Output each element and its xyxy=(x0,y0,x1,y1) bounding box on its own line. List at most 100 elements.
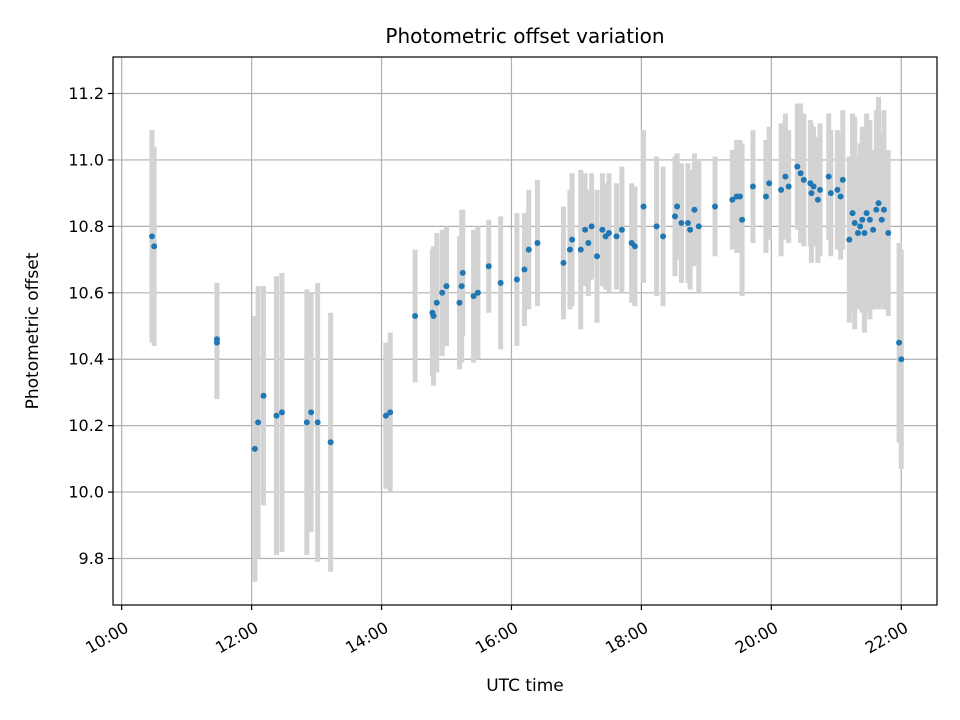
y-tick-label: 11.2 xyxy=(68,84,104,103)
y-tick-label: 10.2 xyxy=(68,416,104,435)
y-tick-label: 9.8 xyxy=(79,549,104,568)
data-point xyxy=(585,239,592,246)
data-point xyxy=(814,196,821,203)
data-point xyxy=(594,253,601,260)
x-tick-label: 10:00 xyxy=(82,618,131,658)
x-tick-label: 12:00 xyxy=(212,618,261,658)
y-tick-label: 10.8 xyxy=(68,217,104,236)
data-point xyxy=(497,279,504,286)
data-point xyxy=(870,226,877,233)
data-point xyxy=(896,339,903,346)
data-point xyxy=(443,283,450,290)
data-point xyxy=(303,419,310,426)
data-point xyxy=(653,223,660,230)
data-point xyxy=(898,356,905,363)
data-point xyxy=(839,176,846,183)
data-point xyxy=(825,173,832,180)
data-point xyxy=(560,259,567,266)
data-point xyxy=(762,193,769,200)
y-tick-label: 10.0 xyxy=(68,483,104,502)
data-point xyxy=(577,246,584,253)
y-axis-ticks: 9.8 10.0 10.2 10.4 10.6 10.8 11.0 11.2 xyxy=(68,84,113,568)
data-point xyxy=(439,289,446,296)
data-point xyxy=(412,313,419,320)
data-point xyxy=(695,223,702,230)
data-point xyxy=(618,226,625,233)
data-point xyxy=(521,266,528,273)
data-point xyxy=(678,220,685,227)
data-point xyxy=(866,216,873,223)
data-point xyxy=(255,419,262,426)
data-point xyxy=(875,200,882,207)
data-point xyxy=(671,213,678,220)
data-point xyxy=(605,230,612,237)
data-point xyxy=(430,313,437,320)
data-point xyxy=(534,239,541,246)
data-point xyxy=(631,243,638,250)
data-point xyxy=(861,230,868,237)
data-point xyxy=(785,183,792,190)
data-point xyxy=(749,183,756,190)
data-point xyxy=(566,246,573,253)
data-point xyxy=(588,223,595,230)
data-point xyxy=(684,220,691,227)
data-point xyxy=(433,299,440,306)
x-tick-label: 22:00 xyxy=(862,618,911,658)
data-point xyxy=(599,226,606,233)
data-point xyxy=(846,236,853,243)
data-point xyxy=(729,196,736,203)
data-point xyxy=(456,299,463,306)
data-point xyxy=(613,233,620,240)
data-point xyxy=(251,445,258,452)
data-point xyxy=(485,263,492,270)
data-point xyxy=(880,206,887,213)
data-point xyxy=(797,170,804,177)
data-point xyxy=(854,230,861,237)
data-point xyxy=(794,163,801,170)
data-point xyxy=(327,439,334,446)
data-points xyxy=(148,163,905,452)
data-point xyxy=(387,409,394,416)
data-point xyxy=(849,210,856,217)
data-point xyxy=(687,226,694,233)
data-point xyxy=(474,289,481,296)
data-point xyxy=(739,216,746,223)
data-point xyxy=(782,173,789,180)
data-point xyxy=(851,220,858,227)
x-tick-label: 20:00 xyxy=(732,618,781,658)
data-point xyxy=(736,193,743,200)
plot-frame xyxy=(112,56,938,606)
y-tick-label: 10.6 xyxy=(68,283,104,302)
chart-title: Photometric offset variation xyxy=(385,24,664,48)
data-point xyxy=(569,236,576,243)
data-point xyxy=(837,193,844,200)
data-point xyxy=(778,186,785,193)
data-point xyxy=(582,226,589,233)
data-point xyxy=(878,216,885,223)
data-point xyxy=(273,412,280,419)
error-bars xyxy=(149,96,904,582)
data-point xyxy=(834,186,841,193)
data-point xyxy=(470,293,477,300)
data-point xyxy=(808,190,815,197)
data-point xyxy=(278,409,285,416)
data-point xyxy=(525,246,532,253)
y-tick-label: 10.4 xyxy=(68,350,104,369)
x-tick-label: 14:00 xyxy=(342,618,391,658)
y-axis-title: Photometric offset xyxy=(23,252,43,409)
data-point xyxy=(314,419,321,426)
data-point xyxy=(873,206,880,213)
data-point xyxy=(382,412,389,419)
y-tick-label: 11.0 xyxy=(68,150,104,169)
data-point xyxy=(674,203,681,210)
data-point xyxy=(863,210,870,217)
data-point xyxy=(691,206,698,213)
data-point xyxy=(459,269,466,276)
data-point xyxy=(260,392,267,399)
data-point xyxy=(817,186,824,193)
data-point xyxy=(712,203,719,210)
x-axis-ticks: 10:00 12:00 14:00 16:00 18:00 20:00 22:00 xyxy=(82,605,911,657)
data-point xyxy=(885,230,892,237)
x-tick-label: 16:00 xyxy=(472,618,521,658)
